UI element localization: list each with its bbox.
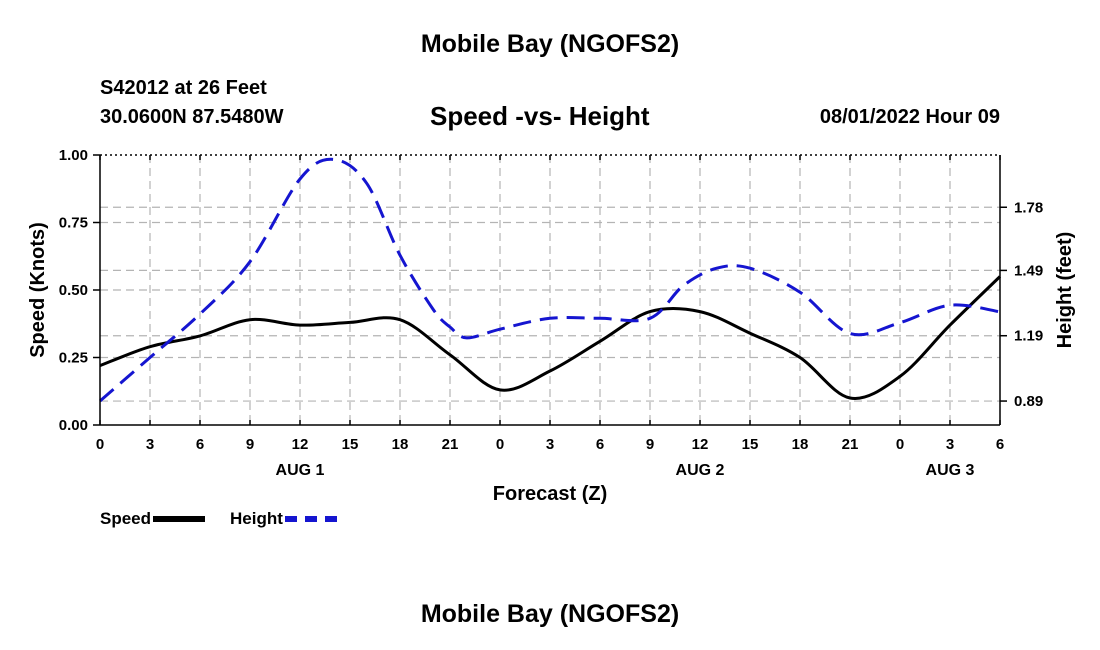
y2-tick-label: 0.89 [1014,393,1043,410]
day-label: AUG 2 [676,462,725,479]
x-tick-label: 12 [292,436,309,453]
x-tick-label: 3 [946,436,954,453]
x-tick-label: 3 [546,436,554,453]
y2-axis-title: Height (feet) [1054,232,1076,349]
x-tick-label: 15 [342,436,359,453]
y2-tick-label: 1.19 [1014,328,1043,345]
x-tick-label: 15 [742,436,759,453]
x-tick-label: 21 [442,436,459,453]
x-tick-label: 3 [146,436,154,453]
y-tick-label: 1.00 [59,147,88,164]
forecast-datetime: 08/01/2022 Hour 09 [819,106,1000,128]
legend-height-swatch [284,516,337,522]
tick-labels: 0 3 6 9 12 15 18 21 0 3 6 9 12 15 18 21 0 3 6 AUG 1 AUG 2 AUG… [59,147,1043,479]
legend-speed-swatch [153,516,206,522]
x-tick-label: 0 [96,436,104,453]
chart-subtitle: Speed -vs- Height [430,101,650,131]
series-lines [99,157,1002,403]
x-tick-label: 6 [996,436,1004,453]
x-tick-label: 0 [896,436,904,453]
speed-series-line [99,275,1002,400]
day-label: AUG 3 [926,462,975,479]
y-tick-label: 0.00 [59,417,88,434]
y-axis-title: Speed (Knots) [27,222,49,358]
x-tick-label: 12 [692,436,709,453]
x-axis-title: Forecast (Z) [493,483,607,505]
x-tick-label: 0 [496,436,504,453]
x-tick-label: 18 [392,436,409,453]
chart-title: Mobile Bay (NGOFS2) [420,30,680,58]
axes-frame [93,154,1007,426]
station-label: S42012 at 26 Feet [100,77,267,99]
x-tick-label: 9 [646,436,654,453]
coordinates-label: 30.0600N 87.5480W [100,106,284,128]
x-tick-label: 6 [596,436,604,453]
x-tick-label: 18 [792,436,809,453]
y2-tick-label: 1.49 [1014,262,1043,279]
grid-lines [100,155,1000,425]
y-tick-label: 0.75 [59,215,88,232]
footer-title: Mobile Bay (NGOFS2) [420,600,680,628]
x-tick-label: 9 [246,436,254,453]
height-series-line [99,157,1001,403]
legend-speed: Speed [100,509,206,529]
legend-height-label: Height [230,509,283,528]
legend-speed-label: Speed [100,509,152,528]
y-tick-label: 0.50 [59,282,88,299]
y2-tick-label: 1.78 [1014,199,1043,216]
legend-height: Height [230,509,337,529]
day-label: AUG 1 [276,462,325,479]
x-tick-label: 6 [196,436,204,453]
y-tick-label: 0.25 [59,350,88,367]
x-tick-label: 21 [842,436,859,453]
